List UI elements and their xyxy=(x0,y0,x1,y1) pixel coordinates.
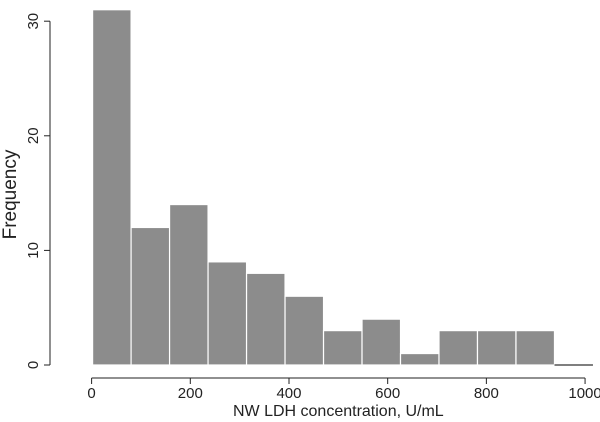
bar-8 xyxy=(399,352,440,366)
bar-2 xyxy=(168,203,209,366)
bar-9 xyxy=(438,330,479,366)
x-tick-label-1: 200 xyxy=(178,385,203,402)
x-tick-label-4: 800 xyxy=(474,385,499,402)
bar-0 xyxy=(91,9,132,366)
bar-11 xyxy=(515,330,556,366)
y-ticks-group: 0 10 20 30 xyxy=(25,13,50,369)
bar-10 xyxy=(476,330,517,366)
bar-6 xyxy=(322,330,363,366)
x-tick-label-3: 600 xyxy=(375,385,400,402)
x-tick-label-2: 400 xyxy=(276,385,301,402)
y-tick-label-3: 30 xyxy=(25,13,42,30)
bars-group xyxy=(91,9,593,366)
x-tick-label-5: 1000 xyxy=(568,385,600,402)
bar-1 xyxy=(130,226,171,366)
y-tick-label-2: 20 xyxy=(25,127,42,144)
bar-4 xyxy=(245,272,286,366)
y-tick-label-1: 10 xyxy=(25,242,42,259)
x-axis-label: NW LDH concentration, U/mL xyxy=(233,403,444,420)
y-tick-label-0: 0 xyxy=(25,361,42,369)
x-tick-label-0: 0 xyxy=(87,385,95,402)
bar-3 xyxy=(207,261,248,366)
x-ticks-group: 0 200 400 600 800 1000 xyxy=(87,378,600,402)
bar-7 xyxy=(361,318,402,366)
bar-5 xyxy=(284,295,325,366)
y-axis-label: Frequency xyxy=(0,149,21,239)
